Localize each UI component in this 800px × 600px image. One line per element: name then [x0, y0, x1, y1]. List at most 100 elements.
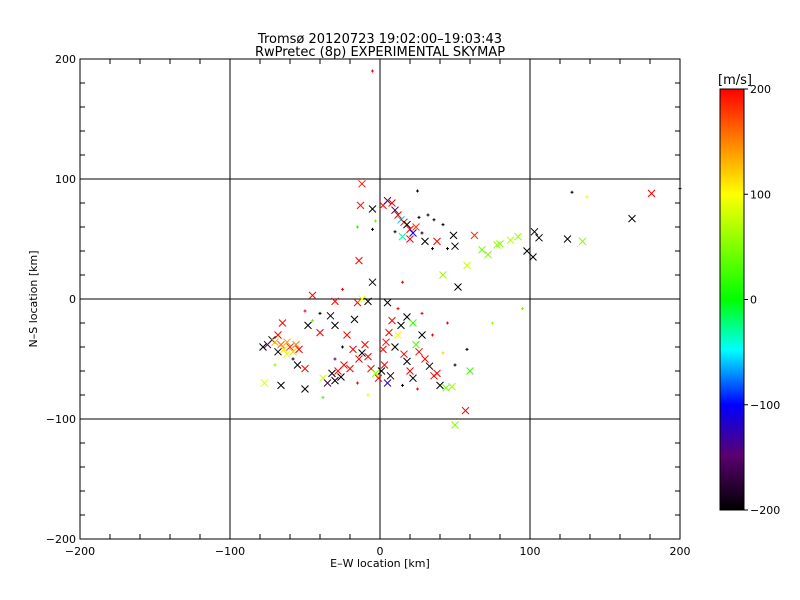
data-point: [441, 223, 445, 227]
data-point: [356, 201, 365, 210]
data-point: [361, 340, 369, 349]
data-point: [337, 373, 345, 381]
data-point: [259, 343, 267, 351]
data-point: [292, 340, 300, 349]
data-point: [453, 363, 457, 367]
y-tick-label: −100: [46, 413, 76, 426]
data-point: [391, 343, 399, 351]
data-point: [323, 379, 332, 387]
data-point: [308, 291, 317, 300]
data-point: [454, 283, 462, 291]
data-point: [529, 253, 537, 261]
data-point: [585, 195, 589, 199]
x-tick-label: −100: [215, 545, 245, 558]
data-point: [260, 379, 269, 387]
data-point: [466, 367, 474, 375]
data-point: [506, 236, 515, 245]
chart-subtitle: RwPretec (8p) EXPERIMENTAL SKYMAP: [255, 45, 505, 60]
data-point: [368, 278, 377, 287]
data-point: [530, 227, 539, 236]
data-point: [374, 374, 383, 383]
data-point: [394, 211, 402, 219]
data-point: [346, 364, 354, 373]
data-point: [403, 313, 411, 321]
data-point: [403, 357, 411, 366]
data-point: [371, 227, 374, 231]
data-point: [397, 321, 405, 330]
data-point: [398, 232, 407, 241]
data-point: [678, 187, 682, 191]
data-point: [391, 206, 399, 215]
data-point: [321, 395, 325, 399]
data-point: [421, 237, 429, 246]
colorbar-tick-label: −200: [750, 504, 780, 517]
data-point: [355, 355, 363, 363]
data-point: [431, 247, 434, 251]
data-point: [401, 280, 404, 284]
data-point: [318, 311, 322, 315]
data-point: [273, 363, 277, 367]
data-point: [295, 345, 303, 354]
y-tick-label: 200: [55, 53, 76, 66]
data-point: [578, 237, 587, 246]
chart-title: Tromsø 20120723 19:02:00–19:03:43: [257, 32, 502, 47]
x-tick-label: 100: [520, 545, 541, 558]
colorbar-label: [m/s]: [718, 73, 752, 88]
colorbar: [719, 88, 745, 511]
data-point: [439, 271, 447, 279]
data-point: [409, 229, 417, 237]
colorbar-tick-label: 100: [750, 188, 771, 201]
data-point: [521, 307, 524, 311]
data-point: [478, 245, 486, 254]
data-point: [496, 239, 504, 248]
data-point: [421, 355, 429, 363]
data-point: [412, 340, 420, 349]
data-point: [263, 340, 272, 349]
data-point: [409, 374, 417, 383]
data-point: [334, 367, 342, 375]
data-point: [328, 369, 336, 378]
colorbar-ticks: −200 −100 0 100 200: [744, 83, 780, 517]
data-point: [446, 247, 449, 251]
data-point: [431, 333, 434, 337]
colorbar-tick-label: 0: [750, 294, 757, 307]
data-point: [426, 213, 430, 217]
data-point: [570, 190, 574, 194]
x-axis-label: E–W location [km]: [330, 557, 430, 570]
data-point: [420, 311, 424, 315]
data-point: [356, 225, 359, 229]
data-point: [385, 328, 393, 337]
data-point: [311, 319, 314, 323]
data-point: [286, 343, 294, 351]
colorbar-tick-label: 200: [750, 83, 771, 96]
data-point: [277, 381, 285, 390]
data-point: [420, 231, 424, 235]
colorbar-tick-label: −100: [750, 399, 780, 412]
data-point: [331, 376, 339, 385]
y-tick-label: −200: [46, 533, 76, 546]
data-point: [271, 338, 279, 347]
data-point: [374, 219, 377, 223]
data-point: [403, 220, 411, 229]
data-point: [356, 381, 359, 385]
data-point: [388, 316, 396, 325]
data-point: [301, 385, 309, 393]
data-point: [278, 319, 287, 327]
data-point: [449, 231, 458, 240]
data-point: [380, 361, 389, 369]
data-point: [433, 369, 441, 378]
data-point: [386, 371, 395, 380]
y-tick-label: 100: [55, 173, 76, 186]
data-point: [647, 189, 656, 198]
data-point: [383, 196, 392, 205]
data-point: [326, 311, 335, 320]
data-point: [433, 237, 441, 246]
data-point: [388, 199, 396, 207]
data-point: [289, 347, 297, 356]
data-point: [412, 223, 420, 231]
data-point: [291, 357, 295, 361]
data-point: [416, 189, 419, 193]
data-point: [343, 331, 351, 339]
data-point: [353, 298, 362, 307]
